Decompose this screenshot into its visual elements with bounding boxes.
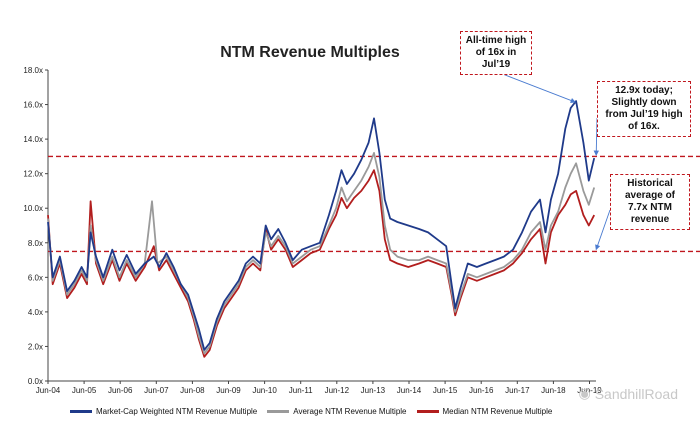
x-tick-label: Jun-11 <box>289 386 313 395</box>
x-axis-ticks: Jun-04 Jun-05 Jun-06 Jun-07 Jun-08 Jun-09 Jun-… <box>36 381 602 395</box>
y-tick-label: 0.0x <box>28 377 43 386</box>
x-tick-label: Jun-14 <box>397 386 422 395</box>
legend-swatch-median <box>416 409 439 413</box>
axes <box>47 70 596 382</box>
series-line-1 <box>47 152 596 355</box>
x-tick-label: Jun-09 <box>216 386 241 395</box>
watermark: ◉ SandhillRoad <box>578 385 678 402</box>
x-tick-label: Jun-18 <box>541 386 566 395</box>
y-tick-label: 4.0x <box>28 308 43 317</box>
peak-callout-text: All-time high of 16x in Jul’19 <box>465 35 527 70</box>
x-tick-label: Jun-13 <box>361 386 386 395</box>
y-tick-label: 6.0x <box>28 273 43 282</box>
series-line-0 <box>47 100 596 351</box>
x-tick-label: Jun-12 <box>325 386 350 395</box>
today-callout-text: 12.9x today; Slightly down from Jul’19 h… <box>605 85 683 132</box>
callout-arrows <box>499 72 611 251</box>
x-tick-label: Jun-07 <box>144 386 169 395</box>
y-tick-label: 14.0x <box>23 135 43 144</box>
legend-item-market-cap: Market-Cap Weighted NTM Revenue Multiple <box>70 407 257 416</box>
x-tick-label: Jun-06 <box>108 386 133 395</box>
average-callout-text: Historical average of 7.7x NTM revenue <box>624 178 676 225</box>
legend-label-average: Average NTM Revenue Multiple <box>293 406 407 416</box>
legend: Market-Cap Weighted NTM Revenue Multiple… <box>70 404 552 418</box>
y-tick-label: 2.0x <box>28 342 43 351</box>
today-arrow <box>593 117 599 157</box>
wechat-icon: ◉ <box>578 385 591 401</box>
y-axis-ticks: 0.0x 2.0x 4.0x 6.0x 8.0x 10.0x 12.0x 14.0x 16.0x… <box>23 66 48 386</box>
legend-label-market-cap: Market-Cap Weighted NTM Revenue Multiple <box>96 406 258 416</box>
series-lines <box>47 100 596 358</box>
x-tick-label: Jun-15 <box>433 386 458 395</box>
y-tick-label: 16.0x <box>23 101 43 110</box>
legend-label-median: Median NTM Revenue Multiple <box>442 406 553 416</box>
x-tick-label: Jun-08 <box>180 386 205 395</box>
y-tick-label: 18.0x <box>23 66 43 75</box>
x-tick-label: Jun-04 <box>36 386 61 395</box>
x-tick-label: Jun-05 <box>72 386 97 395</box>
y-tick-label: 10.0x <box>23 204 43 213</box>
legend-swatch-average <box>267 409 290 413</box>
y-tick-label: 8.0x <box>28 239 43 248</box>
average-arrow <box>595 209 611 251</box>
average-callout: Historical average of 7.7x NTM revenue <box>610 174 690 230</box>
x-tick-label: Jun-10 <box>252 386 277 395</box>
x-tick-label: Jun-17 <box>505 386 530 395</box>
chart-title: NTM Revenue Multiples <box>220 44 400 61</box>
y-tick-label: 12.0x <box>23 170 43 179</box>
peak-callout: All-time high of 16x in Jul’19 <box>460 31 532 75</box>
legend-item-median: Median NTM Revenue Multiple <box>416 406 553 416</box>
today-callout: 12.9x today; Slightly down from Jul’19 h… <box>597 81 691 137</box>
legend-item-average: Average NTM Revenue Multiple <box>267 406 407 416</box>
watermark-text: SandhillRoad <box>594 385 678 402</box>
series-line-2 <box>47 169 595 358</box>
x-tick-label: Jun-16 <box>469 386 494 395</box>
x-tick-label: Jun-19 <box>577 386 602 395</box>
peak-arrow <box>499 72 576 103</box>
legend-swatch-market-cap <box>70 409 92 413</box>
